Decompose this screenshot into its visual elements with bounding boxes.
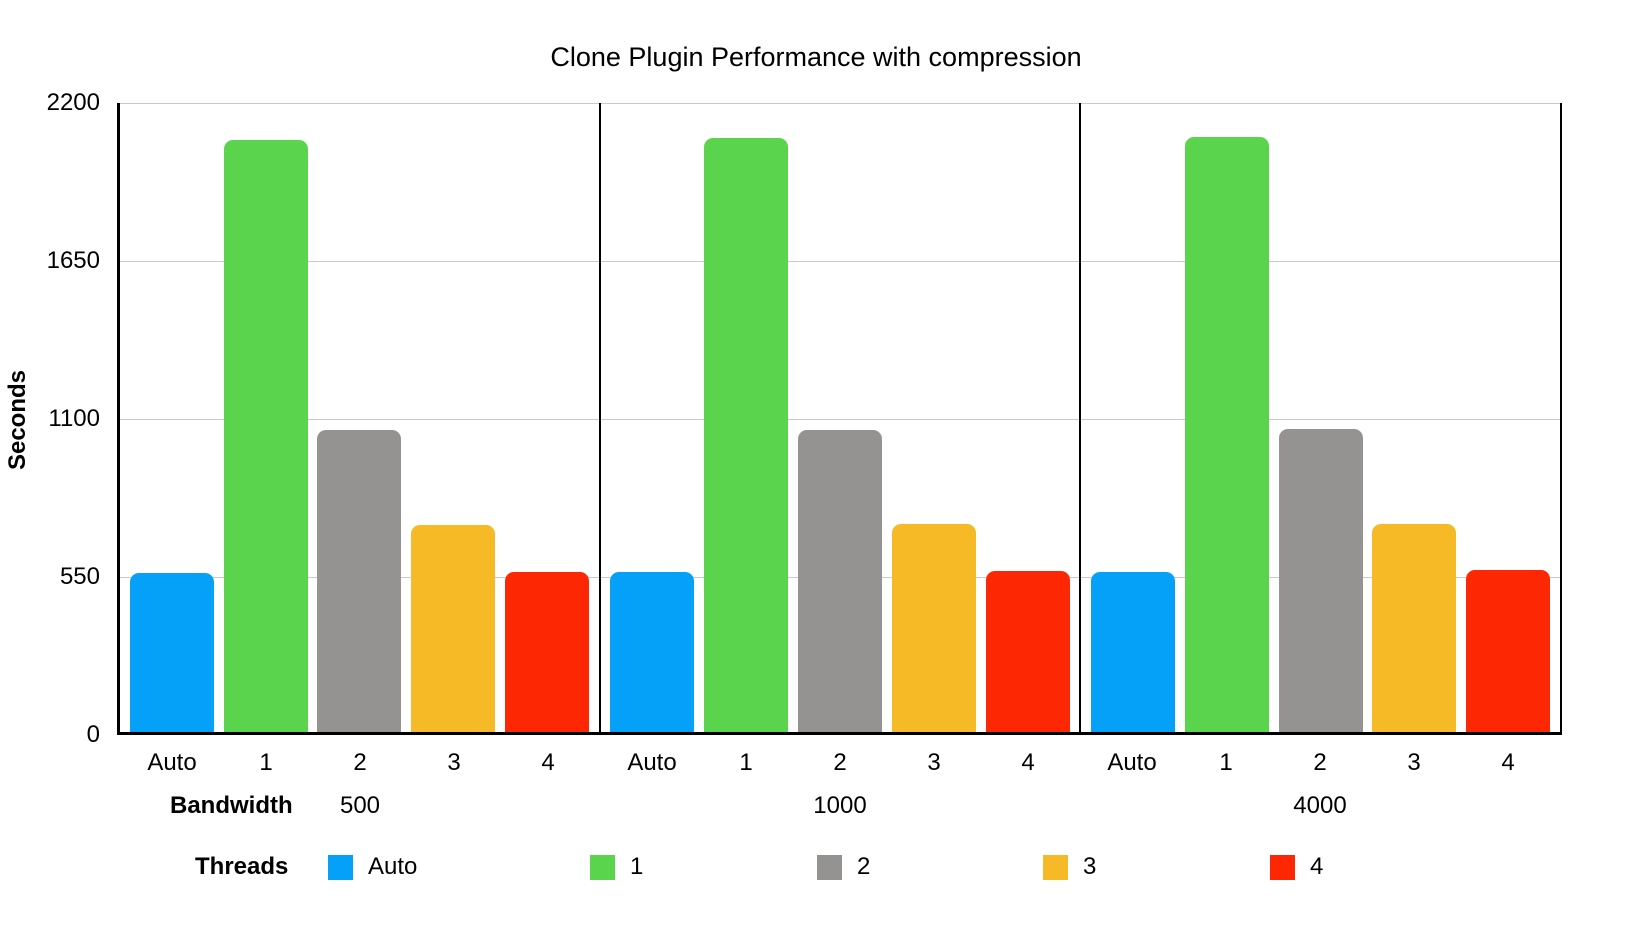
legend-swatch-3 [1043,854,1068,880]
bandwidth-values: 500 1000 4000 [120,790,1560,822]
y-axis-tick-labels: 0 550 1100 1650 2200 [0,89,100,748]
chart-title: Clone Plugin Performance with compressio… [550,42,1082,72]
bar-threads-1-bw-4000 [1184,137,1269,732]
x-tick-label-3: 3 [1407,749,1421,776]
x-tick-label-4: 4 [1501,749,1515,776]
bar-threads-1-bw-500 [223,139,308,732]
x-tick-label-Auto: Auto [147,749,197,776]
legend-item-Auto: Auto [328,851,417,883]
x-tick-label-1: 1 [1219,749,1233,776]
bandwidth-value-4000: 4000 [1293,792,1347,819]
bar-threads-1-bw-1000 [704,137,789,732]
x-tick-label-4: 4 [1021,749,1035,776]
x-tick-label-3: 3 [447,749,461,776]
xtick-panel-bw-1000: Auto 1 2 3 4 [600,748,1080,778]
bar-threads-4-bw-4000 [1466,570,1551,732]
panel-bandwidth-4000 [1081,103,1560,732]
bandwidth-axis-title: Bandwidth [170,792,293,819]
bar-threads-Auto-bw-1000 [610,572,695,732]
gridline-1100 [120,419,1560,420]
y-tick-label-2200: 2200 [46,89,100,116]
x-tick-label-Auto: Auto [1107,749,1157,776]
x-tick-label-2: 2 [353,749,367,776]
legend-label-3: 3 [1083,853,1097,880]
legend-item-1: 1 [590,851,643,883]
bar-threads-4-bw-1000 [985,570,1070,732]
bar-threads-3-bw-500 [411,524,496,732]
legend-item-4: 4 [1270,851,1323,883]
bar-threads-2-bw-4000 [1278,429,1363,732]
bar-threads-2-bw-1000 [797,429,882,732]
x-tick-label-Auto: Auto [627,749,677,776]
y-tick-label-0: 0 [86,721,100,748]
bar-threads-2-bw-500 [317,430,402,732]
x-tick-label-1: 1 [259,749,273,776]
legend-swatch-4 [1270,854,1295,880]
legend-label-2: 2 [857,853,871,880]
x-tick-label-3: 3 [927,749,941,776]
bandwidth-value-1000: 1000 [813,792,867,819]
legend-title: Threads [195,853,289,880]
bandwidth-row: Bandwidth 500 1000 4000 [0,790,1632,822]
x-tick-label-2: 2 [1313,749,1327,776]
legend-swatch-2 [817,854,842,880]
legend-swatch-Auto [328,854,353,880]
bar-threads-3-bw-4000 [1372,524,1457,732]
gridline-2200 [120,103,1560,104]
legend-label-Auto: Auto [368,853,418,880]
bar-threads-Auto-bw-4000 [1091,572,1176,732]
bar-threads-3-bw-1000 [891,524,976,732]
panel-bandwidth-1000 [601,103,1082,732]
bar-threads-4-bw-500 [504,572,589,732]
xtick-panel-bw-4000: Auto 1 2 3 4 [1080,748,1560,778]
legend-swatch-1 [590,854,615,880]
legend: Threads Auto 1 2 3 4 [0,851,1632,883]
y-tick-label-550: 550 [59,563,100,590]
xtick-panel-bw-500: Auto 1 2 3 4 [120,748,600,778]
legend-label-4: 4 [1310,853,1324,880]
y-tick-label-1650: 1650 [46,247,100,274]
legend-item-3: 3 [1043,851,1096,883]
x-axis-tick-labels: Auto 1 2 3 4 Auto 1 2 3 4 Auto 1 2 3 4 [120,748,1560,778]
bandwidth-value-500: 500 [339,792,381,819]
y-tick-label-1100: 1100 [48,405,100,432]
legend-item-2: 2 [817,851,870,883]
bar-threads-Auto-bw-500 [129,573,214,732]
plot-area [117,103,1562,735]
x-tick-label-1: 1 [739,749,753,776]
x-tick-label-2: 2 [833,749,847,776]
x-tick-label-4: 4 [541,749,555,776]
gridline-1650 [120,261,1560,262]
panel-bandwidth-500 [120,103,601,732]
legend-label-1: 1 [630,853,644,880]
